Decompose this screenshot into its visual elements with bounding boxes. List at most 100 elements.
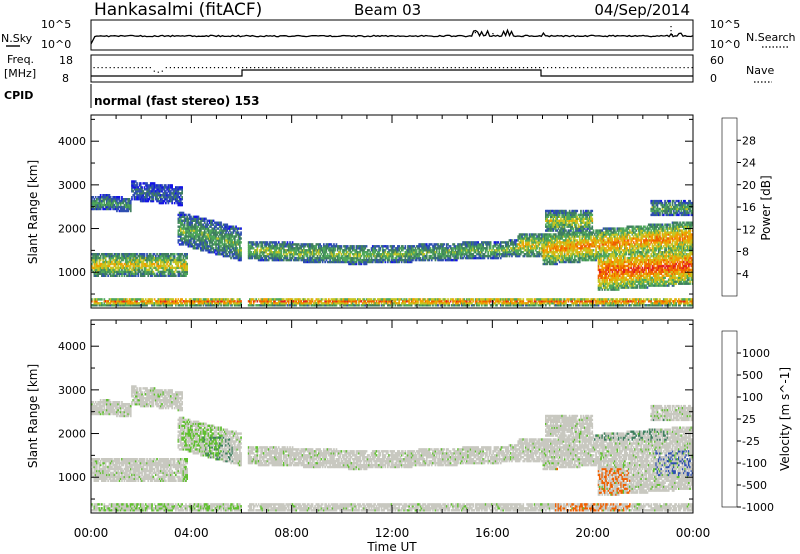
power-cell	[275, 298, 278, 301]
power-cell	[496, 249, 498, 252]
power-cell	[163, 270, 166, 274]
power-cell	[476, 243, 478, 246]
power-cell	[153, 253, 156, 256]
power-cell	[127, 264, 130, 268]
power-cell	[101, 274, 103, 277]
power-cell	[181, 211, 183, 215]
power-cell	[128, 264, 131, 268]
power-cell	[316, 251, 319, 254]
power-cell	[469, 254, 472, 258]
power-cell	[265, 298, 267, 301]
power-cell	[358, 304, 360, 307]
power-cell	[151, 274, 153, 277]
power-cell	[177, 304, 180, 307]
power-cell	[136, 253, 138, 256]
power-cell	[427, 249, 429, 252]
power-cell	[468, 253, 471, 256]
power-cell	[119, 256, 122, 260]
power-cell	[232, 254, 235, 258]
nave-point	[615, 67, 617, 69]
power-cell	[374, 247, 377, 250]
power-cell	[394, 256, 397, 260]
power-cell	[335, 304, 338, 307]
power-cell	[118, 298, 121, 301]
power-cell	[144, 298, 147, 301]
power-cell	[178, 225, 181, 228]
power-cell	[182, 274, 185, 277]
power-cell	[166, 262, 168, 266]
power-cell	[311, 249, 314, 252]
power-cell	[126, 268, 128, 272]
power-cell	[158, 258, 161, 262]
power-cell	[182, 304, 185, 307]
power-cell	[257, 245, 260, 248]
power-cell	[468, 300, 471, 303]
power-cell	[170, 196, 172, 199]
power-cell	[299, 251, 301, 254]
power-cell	[387, 245, 389, 248]
power-cell	[297, 243, 300, 246]
power-cell	[481, 243, 483, 246]
nave-point	[378, 67, 380, 69]
power-cell	[326, 302, 329, 305]
power-cell	[94, 258, 97, 262]
power-cell	[363, 260, 365, 264]
power-cell	[103, 270, 106, 274]
power-cell	[452, 258, 454, 262]
power-cell	[267, 258, 270, 262]
power-cell	[207, 247, 210, 250]
power-cell	[489, 247, 492, 250]
power-cell	[171, 198, 173, 201]
power-cell	[291, 298, 294, 301]
power-cell	[122, 254, 125, 258]
power-cell	[148, 184, 151, 187]
nave-point	[173, 67, 175, 69]
power-cell	[160, 274, 162, 277]
power-cell	[333, 254, 335, 258]
power-cell	[309, 258, 311, 262]
power-cell	[346, 245, 349, 248]
power-cell	[355, 256, 358, 260]
power-cell	[188, 243, 191, 246]
power-cell	[349, 249, 352, 252]
power-cell	[346, 304, 349, 307]
power-cell	[128, 258, 131, 262]
nave-point	[169, 67, 171, 69]
power-cell	[517, 237, 520, 240]
power-cell	[103, 196, 106, 199]
power-cell	[524, 249, 527, 252]
power-cell	[287, 245, 290, 248]
power-cell	[338, 245, 340, 248]
power-cell	[349, 247, 352, 250]
power-cell	[330, 243, 333, 246]
power-cell	[457, 300, 459, 303]
power-cell	[370, 258, 373, 262]
power-cell	[419, 304, 422, 307]
date-label: 04/Sep/2014	[594, 1, 690, 19]
power-cell	[223, 239, 226, 242]
power-cell	[207, 251, 210, 254]
power-cell	[447, 251, 449, 254]
power-cell	[304, 260, 306, 264]
power-cell	[99, 298, 102, 301]
power-cell	[205, 245, 207, 248]
power-cell	[331, 260, 334, 264]
power-cell	[109, 262, 112, 266]
power-cell	[131, 300, 133, 303]
power-cell	[424, 243, 427, 246]
power-cell	[97, 201, 99, 205]
power-cell	[149, 258, 152, 262]
power-cell	[156, 188, 158, 191]
power-cell	[256, 256, 259, 260]
power-cell	[345, 256, 348, 260]
power-cell	[261, 247, 264, 250]
power-cell	[131, 304, 133, 307]
power-cell	[369, 298, 372, 301]
power-cell	[116, 304, 118, 307]
power-cell	[504, 254, 507, 258]
power-cell	[318, 253, 320, 256]
power-cell	[180, 274, 182, 277]
power-cell	[310, 300, 313, 303]
power-cell	[285, 253, 288, 256]
power-cell	[464, 245, 467, 248]
